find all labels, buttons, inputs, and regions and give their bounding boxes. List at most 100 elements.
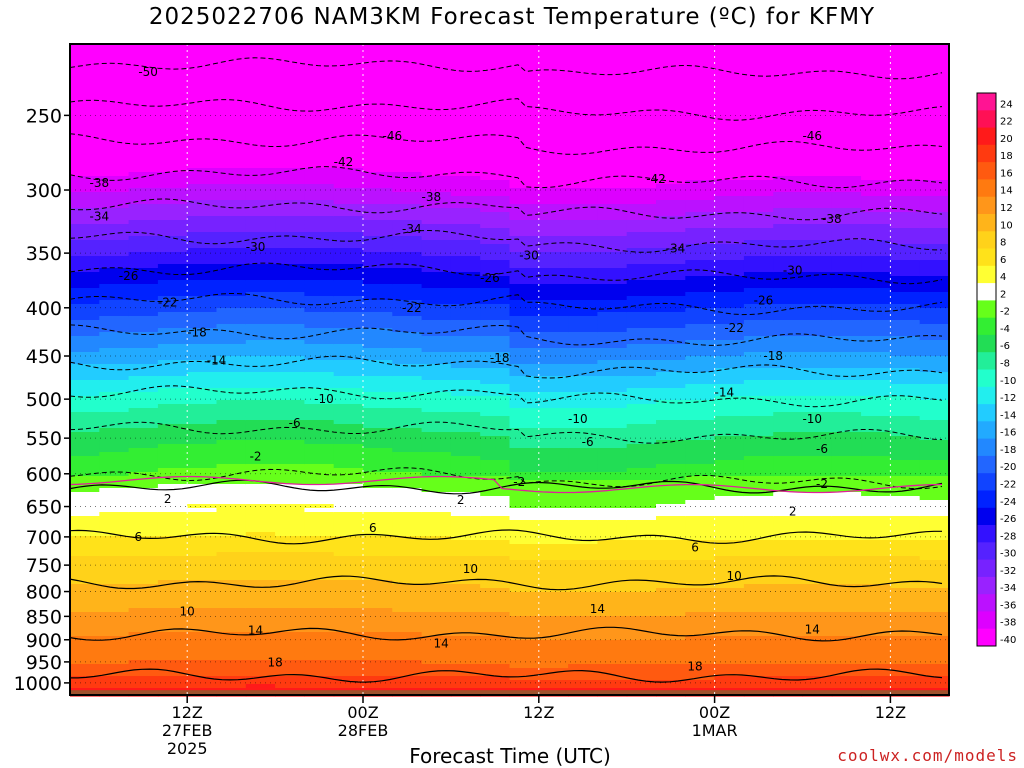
field-cell [333,408,364,413]
field-cell [568,136,598,141]
field-cell [802,172,833,177]
field-cell [597,532,628,537]
field-cell [626,648,657,653]
field-cell [157,200,188,205]
field-cell [450,612,481,617]
field-cell [743,640,774,645]
field-cell [685,148,716,153]
field-cell [99,636,130,641]
field-cell [450,116,481,121]
field-cell [480,108,511,113]
field-cell [509,224,540,229]
field-cell [714,656,745,661]
field-cell [275,264,305,269]
field-cell [568,636,598,641]
field-cell [538,452,569,457]
field-cell [157,368,188,373]
field-cell [831,432,862,437]
field-cell [919,140,950,145]
field-cell [773,508,804,513]
field-cell [509,520,540,525]
field-cell [509,200,540,205]
field-cell [128,432,159,437]
field-cell [919,364,950,369]
field-cell [802,156,833,161]
field-cell [773,60,804,65]
field-cell [831,272,862,277]
field-cell [392,336,423,341]
field-cell [919,340,950,345]
field-cell [128,84,159,89]
field-cell [128,684,159,689]
field-cell [743,576,774,581]
field-cell [743,424,774,429]
field-cell [304,656,335,661]
field-cell [333,528,364,533]
field-cell [304,508,335,513]
field-cell [392,236,423,241]
field-cell [70,312,100,317]
field-cell [245,148,276,153]
field-cell [187,84,218,89]
field-cell [743,468,774,473]
field-cell [216,216,247,221]
field-cell [685,56,716,61]
field-cell [421,108,452,113]
field-cell [99,416,130,421]
field-cell [70,100,100,105]
field-cell [685,444,716,449]
field-cell [304,376,335,381]
field-cell [568,228,598,233]
field-cell [157,624,188,629]
field-cell [509,268,540,273]
field-cell [743,556,774,561]
field-cell [568,308,598,313]
field-cell [509,656,540,661]
field-cell [99,84,130,89]
field-cell [773,348,804,353]
field-cell [70,328,100,333]
field-cell [656,76,686,81]
field-cell [538,236,569,241]
field-cell [685,388,716,393]
field-cell [919,464,950,469]
field-cell [656,456,686,461]
field-cell [538,680,569,685]
field-cell [421,412,452,417]
field-cell [392,536,423,541]
field-cell [392,532,423,537]
field-cell [509,108,540,113]
field-cell [743,616,774,621]
field-cell [157,416,188,421]
field-cell [802,432,833,437]
field-cell [450,364,481,369]
field-cell [538,48,569,53]
field-cell [685,600,716,605]
field-cell [216,348,247,353]
field-cell [480,372,511,377]
field-cell [333,80,364,85]
field-cell [128,312,159,317]
field-cell [216,256,247,261]
field-cell [714,468,745,473]
field-cell [245,272,276,277]
field-cell [187,96,218,101]
field-cell [480,224,511,229]
field-cell [773,196,804,201]
field-cell [187,544,218,549]
field-cell [773,496,804,501]
field-cell [831,116,862,121]
field-cell [304,400,335,405]
field-cell [802,132,833,137]
field-cell [157,104,188,109]
field-cell [802,240,833,245]
field-cell [890,48,921,53]
field-cell [714,140,745,145]
field-cell [626,416,657,421]
field-cell [509,280,540,285]
field-cell [304,208,335,213]
field-cell [128,676,159,681]
field-cell [187,160,218,165]
field-cell [861,212,891,217]
field-cell [538,484,569,489]
